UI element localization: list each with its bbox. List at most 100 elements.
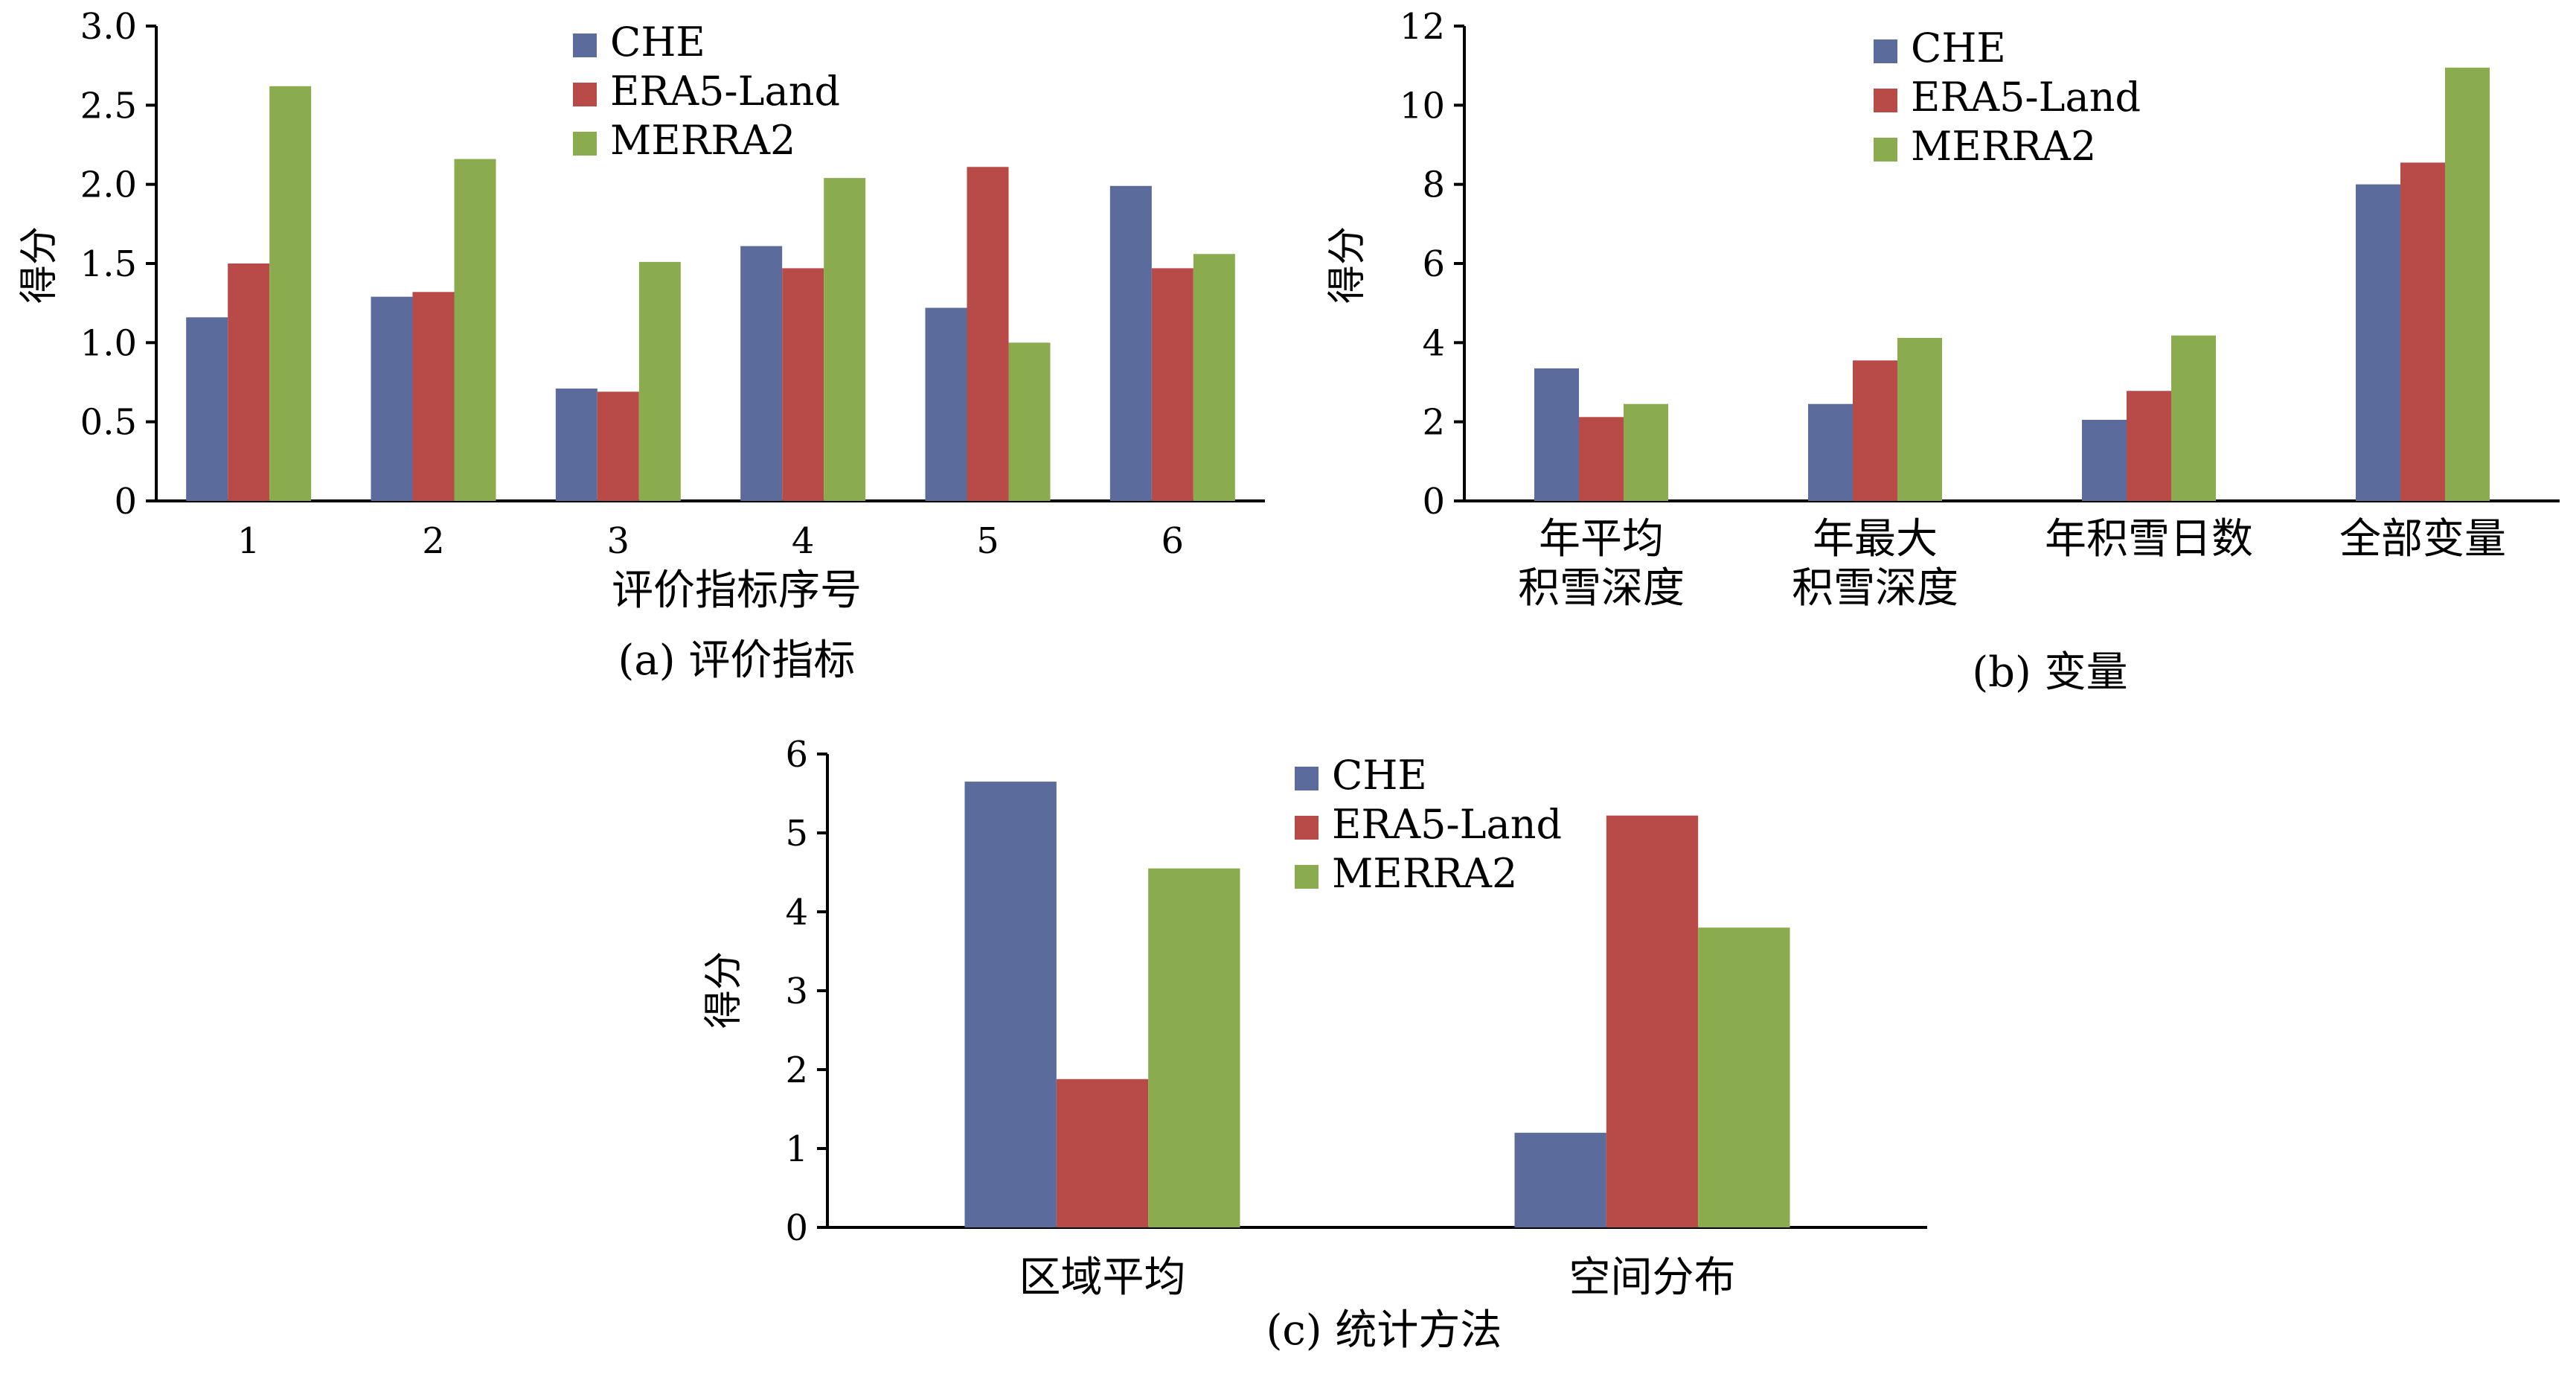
bar-che [964,782,1057,1227]
x-tick-label: 年最大 [1813,515,1938,563]
bar-che [925,307,967,501]
y-tick-label: 0 [1422,481,1445,523]
bar-era5-land [967,167,1009,502]
bar-che [740,246,783,501]
bar-merra2 [2445,67,2490,501]
y-tick-label: 2.5 [80,85,137,127]
x-tick-label: 全部变量 [2339,515,2506,563]
bar-merra2 [2171,335,2216,501]
y-tick-label: 0 [114,481,137,523]
bar-che [1808,403,1853,501]
x-tick-label: 6 [1162,520,1185,562]
x-tick-label: 4 [792,520,815,562]
bar-era5-land [2127,391,2171,501]
x-tick-label: 5 [976,520,999,562]
legend-swatch [573,83,597,106]
y-axis-label: 得分 [702,951,746,1029]
legend-swatch [573,132,597,156]
y-tick-label: 8 [1422,164,1445,206]
bar-merra2 [1897,337,1942,501]
x-tick-label: 空间分布 [1569,1253,1736,1302]
y-tick-label: 0 [785,1207,808,1249]
panel-caption: (a) 评价指标 [618,636,856,685]
y-tick-label: 6 [1422,243,1445,285]
bar-merra2 [1698,927,1790,1227]
bar-era5-land [228,263,270,501]
y-tick-label: 3 [785,971,808,1012]
legend-swatch [1295,767,1319,790]
bar-era5-land [782,268,824,501]
y-tick-label: 4 [785,892,808,933]
bar-era5-land [1151,268,1194,501]
legend-label: ERA5-Land [610,68,840,115]
y-tick-label: 2.0 [80,164,137,206]
bar-che [2356,184,2400,501]
y-tick-label: 5 [785,813,808,854]
y-tick-label: 6 [785,734,808,776]
legend-label: MERRA2 [610,117,795,164]
bar-che [2082,420,2127,501]
legend-swatch [1874,138,1897,162]
legend-label: CHE [1332,752,1427,799]
y-axis-label: 得分 [1325,226,1370,304]
bar-era5-land [1606,815,1699,1227]
panel-caption: (b) 变量 [1972,648,2127,697]
bar-era5-land [1056,1079,1149,1227]
legend-label: MERRA2 [1332,850,1517,897]
x-tick-label: 积雪深度 [1792,564,1958,613]
legend-swatch [1295,816,1319,840]
bar-merra2 [824,178,866,501]
chart-panel-c: 得分 (c) 统计方法 0 1 2 3 4 5 6 区域平均 空间分布 CHEERA5-LandM… [702,734,1927,1355]
bar-era5-land [1579,417,1624,501]
bar-che [1534,368,1579,501]
bar-merra2 [1193,254,1235,501]
bar-merra2 [1624,403,1668,501]
y-axis-label: 得分 [17,226,62,304]
y-tick-label: 12 [1400,6,1445,48]
x-tick-label: 年平均 [1539,515,1664,563]
bar-era5-land [412,292,455,501]
bar-merra2 [638,261,681,501]
legend-label: MERRA2 [1911,123,2096,170]
y-tick-label: 1.0 [80,322,137,364]
y-tick-label: 2 [1422,402,1445,444]
bar-che [1109,185,1152,501]
bar-era5-land [597,392,639,501]
x-tick-label: 区域平均 [1019,1253,1186,1302]
bar-che [1514,1132,1606,1227]
bar-merra2 [454,159,496,501]
y-tick-label: 1.5 [80,243,137,285]
x-tick-label: 3 [607,520,630,562]
legend-swatch [1295,865,1319,889]
y-tick-label: 4 [1422,322,1445,364]
bar-merra2 [1148,868,1240,1227]
y-tick-label: 0.5 [80,402,137,444]
y-tick-label: 1 [785,1128,808,1170]
legend-swatch [1874,39,1897,63]
x-tick-label: 1 [237,520,260,562]
bar-merra2 [269,86,312,501]
bar-che [555,389,597,501]
y-tick-label: 3.0 [80,6,137,48]
x-tick-label: 积雪深度 [1518,564,1685,613]
legend-swatch [1874,89,1897,112]
y-tick-label: 10 [1400,85,1445,127]
bar-merra2 [1008,342,1051,501]
panel-caption: (c) 统计方法 [1266,1306,1502,1355]
legend-label: CHE [610,19,705,66]
bar-era5-land [2400,162,2445,502]
legend-swatch [573,33,597,57]
x-axis-label: 评价指标序号 [612,566,862,615]
legend-label: ERA5-Land [1911,74,2141,121]
x-tick-label: 2 [422,520,445,562]
y-tick-label: 2 [785,1050,808,1091]
bar-che [371,296,413,501]
x-tick-label: 年积雪日数 [2045,515,2253,563]
bar-che [186,317,228,501]
legend-label: CHE [1911,25,2006,71]
bar-era5-land [1853,360,1897,501]
legend-label: ERA5-Land [1332,801,1562,848]
chart-panel-a: 得分 评价指标序号 (a) 评价指标 0 0.5 1.0 1.5 2.0 2.5 3.0 1 2… [17,6,1265,685]
